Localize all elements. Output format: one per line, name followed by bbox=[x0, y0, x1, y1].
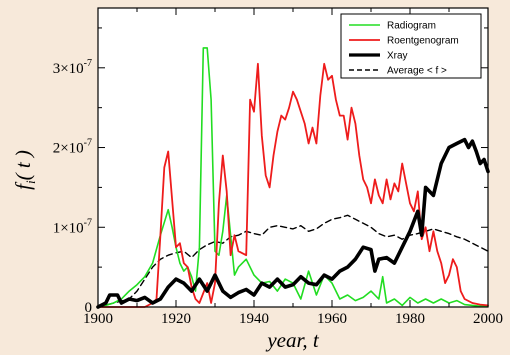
x-tick-label: 1980 bbox=[395, 311, 425, 327]
y-axis-label-sub: i bbox=[23, 180, 38, 184]
y-tick-exponent: -7 bbox=[84, 138, 92, 149]
y-tick-label: 0 bbox=[85, 300, 93, 316]
legend-label: Average < f > bbox=[387, 66, 447, 77]
y-tick-label: 1×10-7 bbox=[53, 217, 92, 236]
y-axis-label-arg: ( t ) bbox=[11, 150, 35, 180]
y-tick-mantissa: 3×10 bbox=[53, 61, 84, 77]
tick-layer: 1900 1920 1940 1960 1980 200001×10-72×10-73×1… bbox=[53, 8, 503, 327]
y-tick-label: 2×10-7 bbox=[53, 138, 92, 157]
x-axis-label: year, t bbox=[265, 328, 319, 352]
y-axis-label-f: f bbox=[11, 181, 35, 190]
legend-label: Xray bbox=[387, 51, 408, 62]
y-axis-label: fi( t ) bbox=[11, 150, 38, 190]
series-line-xray bbox=[96, 137, 490, 309]
y-tick-mantissa: 0 bbox=[85, 300, 93, 316]
legend-label: Roentgenogram bbox=[387, 36, 459, 47]
x-tick-label: 1960 bbox=[317, 311, 347, 327]
legend: Radiogram Roentgenogram Xray Average < f > bbox=[340, 13, 482, 79]
x-tick-label: 2000 bbox=[473, 311, 503, 327]
y-tick-exponent: -7 bbox=[84, 217, 92, 228]
y-tick-label: 3×10-7 bbox=[53, 58, 92, 77]
legend-label: Radiogram bbox=[387, 21, 436, 32]
legend-items: Radiogram Roentgenogram Xray Average < f > bbox=[349, 21, 459, 77]
y-tick-exponent: -7 bbox=[84, 58, 92, 69]
y-tick-mantissa: 2×10 bbox=[53, 141, 84, 157]
y-tick-mantissa: 1×10 bbox=[53, 220, 84, 236]
series-layer bbox=[96, 47, 490, 309]
x-tick-label: 1940 bbox=[239, 311, 269, 327]
x-tick-label: 1900 bbox=[83, 311, 113, 327]
x-tick-label: 1920 bbox=[161, 311, 191, 327]
